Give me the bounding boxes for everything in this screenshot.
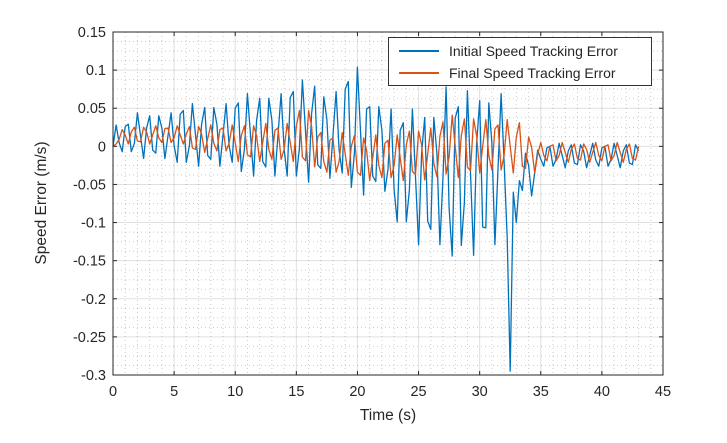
y-tick-label: 0.15 — [78, 25, 106, 41]
x-tick-label: 20 — [349, 384, 365, 400]
series-lines — [112, 66, 640, 372]
series-line-1 — [112, 109, 640, 182]
y-tick-label: 0.1 — [86, 63, 106, 79]
x-tick-label: 25 — [410, 384, 426, 400]
y-tick-label: -0.25 — [73, 330, 106, 346]
y-tick-label: 0 — [98, 139, 106, 155]
x-axis-label: Time (s) — [360, 407, 416, 424]
tick-marks — [112, 31, 664, 376]
y-tick-label: -0.2 — [81, 292, 106, 308]
x-tick-label: 10 — [227, 384, 243, 400]
y-tick-label: -0.3 — [81, 368, 106, 384]
y-tick-label: -0.15 — [73, 254, 106, 270]
x-tick-label: 15 — [288, 384, 304, 400]
x-tick-label: 45 — [655, 384, 671, 400]
legend-item-initial: Initial Speed Tracking Error — [389, 42, 651, 60]
x-tick-label: 30 — [472, 384, 488, 400]
legend-item-final: Final Speed Tracking Error — [389, 64, 651, 82]
y-axis-label: Speed Error (m/s) — [33, 141, 50, 264]
x-tick-label: 5 — [170, 384, 178, 400]
legend-box: Initial Speed Tracking Error Final Speed… — [388, 37, 652, 86]
x-tick-label: 40 — [594, 384, 610, 400]
x-tick-label: 35 — [533, 384, 549, 400]
initial-series-line-swatch — [399, 49, 439, 52]
legend-label-final: Final Speed Tracking Error — [449, 64, 616, 81]
y-tick-label: -0.1 — [81, 216, 106, 232]
axes-border — [112, 31, 664, 376]
axes-box — [112, 31, 664, 376]
y-tick-label: -0.05 — [73, 177, 106, 193]
tick-labels: 0 5 10 15 20 25 30 35 40 45 -0.3 -0.25 -0.2 -0.15 -0.1… — [73, 25, 671, 400]
x-tick-label: 0 — [109, 384, 117, 400]
final-series-line-swatch — [399, 71, 439, 74]
legend-label-initial: Initial Speed Tracking Error — [449, 42, 618, 59]
series-line-0 — [112, 66, 640, 372]
y-tick-label: 0.05 — [78, 101, 106, 117]
